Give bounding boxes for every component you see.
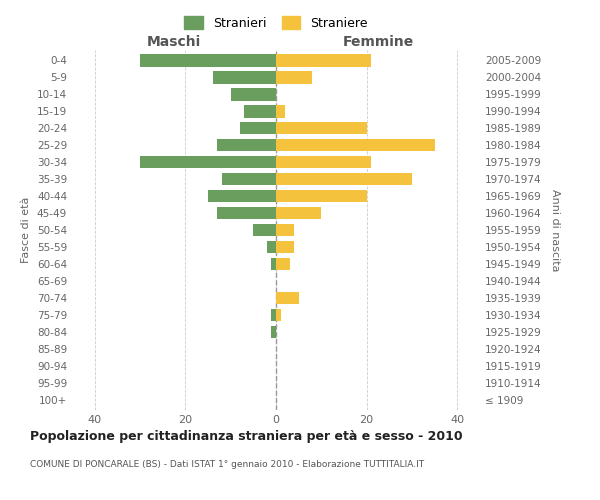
Bar [253,224,276,236]
Bar [276,308,281,322]
Text: Maschi: Maschi [147,35,201,49]
Legend: Stranieri, Straniere: Stranieri, Straniere [184,16,368,30]
Bar [271,258,276,270]
Text: Popolazione per cittadinanza straniera per età e sesso - 2010: Popolazione per cittadinanza straniera p… [30,430,463,443]
Bar [276,206,322,220]
Bar [276,172,412,186]
Bar [276,138,434,151]
Bar [276,190,367,202]
Bar [271,326,276,338]
Bar [212,71,276,84]
Bar [240,122,276,134]
Y-axis label: Fasce di età: Fasce di età [22,197,31,263]
Bar [221,172,276,186]
Bar [276,240,294,254]
Bar [271,308,276,322]
Bar [276,156,371,168]
Bar [276,224,294,236]
Bar [244,105,276,118]
Bar [217,206,276,220]
Bar [276,54,371,66]
Text: Femmine: Femmine [343,35,413,49]
Text: COMUNE DI PONCARALE (BS) - Dati ISTAT 1° gennaio 2010 - Elaborazione TUTTITALIA.: COMUNE DI PONCARALE (BS) - Dati ISTAT 1°… [30,460,424,469]
Bar [276,258,290,270]
Bar [140,54,276,66]
Bar [276,105,285,118]
Bar [276,122,367,134]
Bar [230,88,276,101]
Bar [208,190,276,202]
Bar [276,292,299,304]
Bar [140,156,276,168]
Y-axis label: Anni di nascita: Anni di nascita [550,188,560,271]
Bar [276,71,312,84]
Bar [267,240,276,254]
Bar [217,138,276,151]
